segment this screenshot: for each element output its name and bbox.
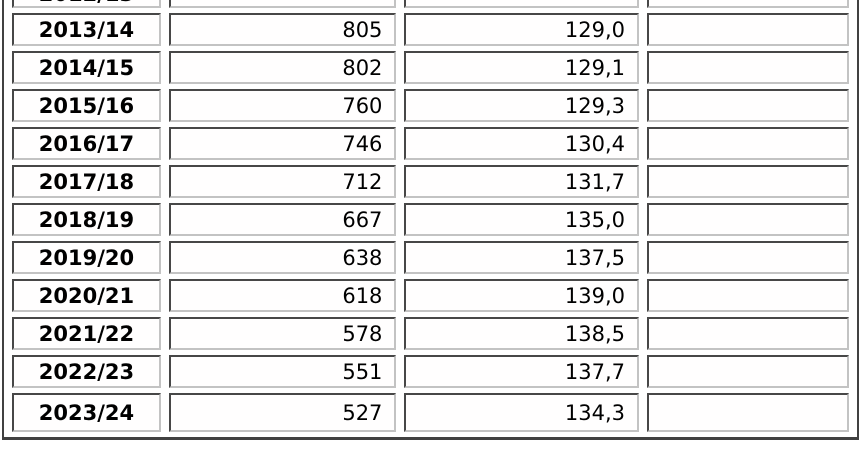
table-row: 2015/16 760 129,3: [12, 89, 849, 122]
table-row: 2021/22 578 138,5: [12, 317, 849, 350]
year-cell: 2016/17: [12, 127, 161, 160]
clipped-cell: [646, 241, 849, 274]
value-a-cell: 712: [168, 165, 397, 198]
clipped-cell: [646, 317, 849, 350]
value-b-cell: 134,3: [404, 393, 639, 432]
value-b-cell: 137,7: [404, 355, 639, 388]
clipped-cell: [646, 393, 849, 432]
value-b-cell: 135,0: [404, 203, 639, 236]
year-cell: 2019/20: [12, 241, 161, 274]
year-cell: 2021/22: [12, 317, 161, 350]
year-cell: 2017/18: [12, 165, 161, 198]
table-row-partial: 2012/13: [12, 0, 849, 8]
table-row: 2023/24 527 134,3: [12, 393, 849, 432]
value-a-cell: 527: [168, 393, 397, 432]
year-cell: 2018/19: [12, 203, 161, 236]
value-a-cell: 551: [168, 355, 397, 388]
table-row: 2022/23 551 137,7: [12, 355, 849, 388]
value-b-cell: [404, 0, 639, 8]
year-cell: 2012/13: [12, 0, 161, 8]
value-a-cell: [168, 0, 397, 8]
clipped-cell: [646, 355, 849, 388]
year-cell: 2014/15: [12, 51, 161, 84]
table-row: 2014/15 802 129,1: [12, 51, 849, 84]
table-row: 2019/20 638 137,5: [12, 241, 849, 274]
value-b-cell: 129,0: [404, 13, 639, 46]
year-cell: 2013/14: [12, 13, 161, 46]
value-b-cell: 129,3: [404, 89, 639, 122]
clipped-cell: [646, 127, 849, 160]
table-row: 2016/17 746 130,4: [12, 127, 849, 160]
value-a-cell: 805: [168, 13, 397, 46]
clipped-cell: [646, 279, 849, 312]
table-row: 2013/14 805 129,0: [12, 13, 849, 46]
table-row: 2020/21 618 139,0: [12, 279, 849, 312]
year-cell: 2015/16: [12, 89, 161, 122]
value-b-cell: 137,5: [404, 241, 639, 274]
value-a-cell: 746: [168, 127, 397, 160]
value-a-cell: 802: [168, 51, 397, 84]
value-b-cell: 139,0: [404, 279, 639, 312]
value-b-cell: 129,1: [404, 51, 639, 84]
year-cell: 2023/24: [12, 393, 161, 432]
value-a-cell: 667: [168, 203, 397, 236]
value-a-cell: 618: [168, 279, 397, 312]
value-b-cell: 131,7: [404, 165, 639, 198]
clipped-cell: [646, 203, 849, 236]
clipped-cell: [646, 13, 849, 46]
clipped-cell: [646, 165, 849, 198]
data-table: 2012/13 2013/14 805 129,0 2014/15 802 12…: [2, 0, 859, 440]
value-b-cell: 130,4: [404, 127, 639, 160]
year-cell: 2020/21: [12, 279, 161, 312]
value-b-cell: 138,5: [404, 317, 639, 350]
table-row: 2017/18 712 131,7: [12, 165, 849, 198]
value-a-cell: 578: [168, 317, 397, 350]
value-a-cell: 760: [168, 89, 397, 122]
year-cell: 2022/23: [12, 355, 161, 388]
value-a-cell: 638: [168, 241, 397, 274]
clipped-cell: [646, 89, 849, 122]
clipped-cell: [646, 0, 849, 8]
table-body: 2012/13 2013/14 805 129,0 2014/15 802 12…: [12, 0, 849, 432]
table-row: 2018/19 667 135,0: [12, 203, 849, 236]
clipped-cell: [646, 51, 849, 84]
